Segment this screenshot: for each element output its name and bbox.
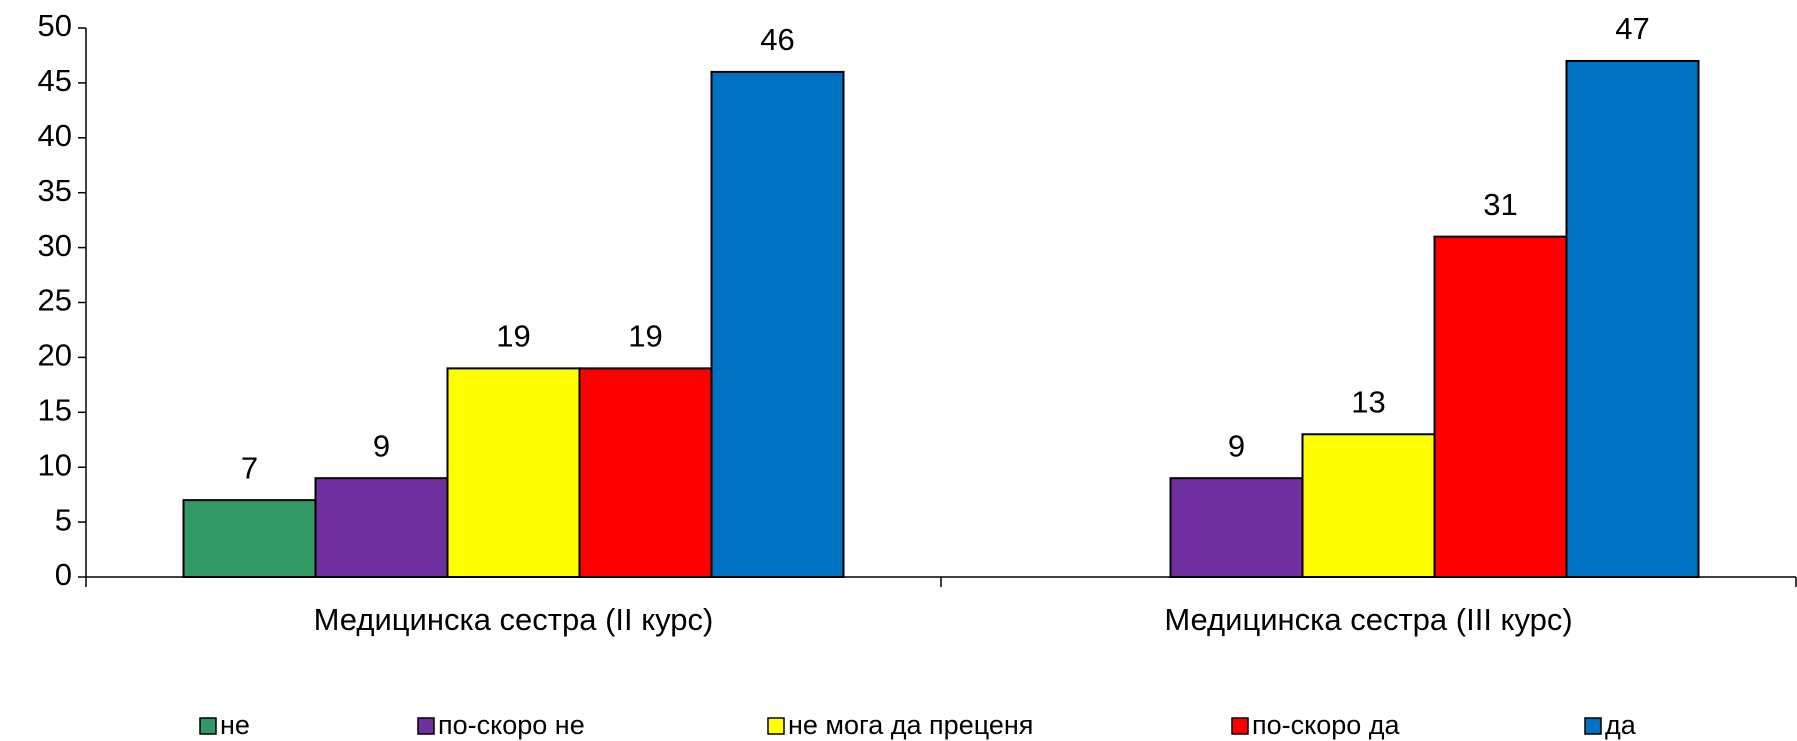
data-label: 47 (1615, 11, 1649, 46)
y-tick-label: 45 (38, 63, 72, 98)
bar (314, 477, 449, 578)
legend-label: не мога да преценя (788, 710, 1033, 740)
y-tick-label: 40 (38, 118, 72, 153)
data-label: 19 (628, 319, 662, 354)
y-tick-label: 0 (55, 557, 72, 592)
legend-label: по-скоро да (1252, 710, 1401, 740)
legend-label: не (220, 710, 250, 740)
bar (1301, 433, 1436, 579)
data-label: 7 (241, 450, 258, 485)
data-label: 46 (760, 22, 794, 57)
legend-swatch (199, 717, 217, 735)
data-label: 9 (1228, 428, 1245, 463)
legend-swatch (417, 717, 435, 735)
data-label: 13 (1351, 384, 1385, 419)
y-tick-label: 50 (38, 8, 72, 43)
y-tick-label: 30 (38, 228, 72, 263)
legend-swatch (1584, 717, 1602, 735)
x-tick-label: Медицинска сестра (II курс) (314, 602, 714, 637)
bar (182, 499, 317, 579)
bar (710, 70, 845, 578)
x-tick-label: Медицинска сестра (III курс) (1164, 602, 1572, 637)
y-tick-label: 20 (38, 338, 72, 373)
y-tick-label: 35 (38, 173, 72, 208)
data-label: 31 (1483, 187, 1517, 222)
bar (1565, 59, 1700, 578)
bar (1433, 235, 1568, 578)
y-tick-label: 15 (38, 392, 72, 427)
bar (578, 367, 713, 578)
bar (446, 367, 581, 578)
y-tick-label: 10 (38, 447, 72, 482)
data-label: 9 (373, 428, 390, 463)
legend-label: да (1605, 710, 1637, 740)
legend-swatch (767, 717, 785, 735)
data-label: 19 (496, 319, 530, 354)
legend-label: по-скоро не (438, 710, 585, 740)
y-tick-label: 25 (38, 283, 72, 318)
bar (1169, 477, 1304, 578)
legend-swatch (1231, 717, 1249, 735)
y-tick-label: 5 (55, 502, 72, 537)
